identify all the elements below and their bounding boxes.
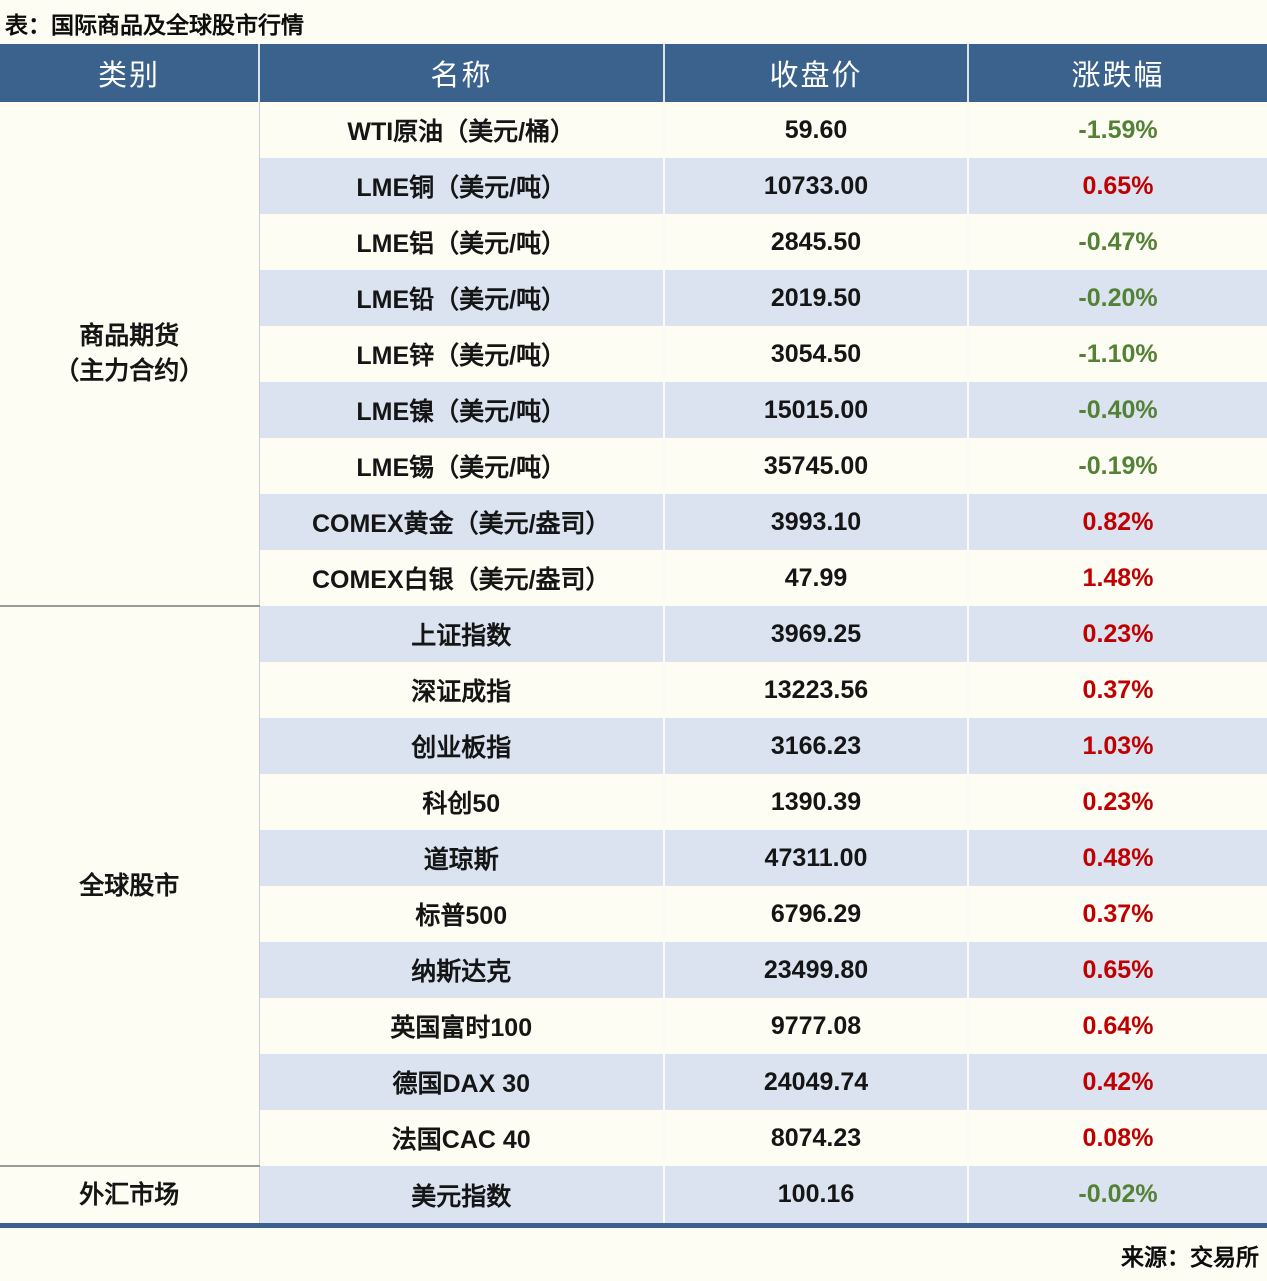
close-price: 1390.39 <box>663 774 968 830</box>
change-percent: -0.19% <box>967 438 1267 494</box>
change-percent: 0.65% <box>967 158 1267 214</box>
table-row: COMEX白银（美元/盎司） 47.99 1.48% <box>0 550 1267 606</box>
table-row: 标普500 6796.29 0.37% <box>0 886 1267 942</box>
close-price: 3054.50 <box>663 326 968 382</box>
change-percent: 0.65% <box>967 942 1267 998</box>
change-percent: -0.02% <box>967 1166 1267 1226</box>
instrument-name: COMEX黄金（美元/盎司） <box>259 494 664 550</box>
instrument-name: 德国DAX 30 <box>259 1054 664 1110</box>
instrument-name: LME铜（美元/吨） <box>259 158 664 214</box>
table-row: LME铅（美元/吨） 2019.50 -0.20% <box>0 270 1267 326</box>
table-row: 全球股市 上证指数 3969.25 0.23% <box>0 605 1267 1166</box>
instrument-name: 创业板指 <box>259 718 664 774</box>
table-row: 科创50 1390.39 0.23% <box>0 774 1267 830</box>
instrument-name: 英国富时100 <box>259 998 664 1054</box>
table-row: 商品期货 （主力合约） WTI原油（美元/桶） 59.60 -1.59% <box>0 102 1267 606</box>
change-percent: 1.48% <box>967 550 1267 606</box>
change-percent: 0.42% <box>967 1054 1267 1110</box>
close-price: 100.16 <box>663 1166 968 1226</box>
table-title: 表：国际商品及全球股市行情 <box>5 12 304 38</box>
table-row: LME镍（美元/吨） 15015.00 -0.40% <box>0 382 1267 438</box>
change-percent: 0.23% <box>967 606 1267 662</box>
table-row: 纳斯达克 23499.80 0.65% <box>0 942 1267 998</box>
change-percent: 0.37% <box>967 662 1267 718</box>
close-price: 6796.29 <box>663 886 968 942</box>
instrument-name: LME铅（美元/吨） <box>259 270 664 326</box>
table-row: 外汇市场 美元指数 100.16 -0.02% <box>0 1165 1267 1226</box>
instrument-name: LME锌（美元/吨） <box>259 326 664 382</box>
close-price: 8074.23 <box>663 1110 968 1166</box>
close-price: 24049.74 <box>663 1054 968 1110</box>
change-percent: 0.23% <box>967 774 1267 830</box>
change-percent: -1.10% <box>967 326 1267 382</box>
data-source: 来源：交易所 <box>1121 1243 1259 1270</box>
close-price: 47311.00 <box>663 830 968 886</box>
close-price: 23499.80 <box>663 942 968 998</box>
change-percent: 0.08% <box>967 1110 1267 1166</box>
column-header-change: 涨跌幅 <box>967 44 1267 102</box>
instrument-name: 法国CAC 40 <box>259 1110 664 1166</box>
category-cell-forex: 外汇市场 <box>0 1165 260 1226</box>
instrument-name: 道琼斯 <box>259 830 664 886</box>
instrument-name: 上证指数 <box>259 606 664 662</box>
close-price: 13223.56 <box>663 662 968 718</box>
close-price: 59.60 <box>663 102 968 158</box>
change-percent: -0.40% <box>967 382 1267 438</box>
instrument-name: 标普500 <box>259 886 664 942</box>
table-row: COMEX黄金（美元/盎司） 3993.10 0.82% <box>0 494 1267 550</box>
close-price: 2845.50 <box>663 214 968 270</box>
close-price: 3993.10 <box>663 494 968 550</box>
close-price: 10733.00 <box>663 158 968 214</box>
column-header-close: 收盘价 <box>663 44 968 102</box>
instrument-name: WTI原油（美元/桶） <box>259 102 664 158</box>
market-table: 类别 名称 收盘价 涨跌幅 商品期货 （主力合约） WTI原油（美元/桶） 59… <box>0 44 1267 1228</box>
close-price: 2019.50 <box>663 270 968 326</box>
instrument-name: 美元指数 <box>259 1166 664 1226</box>
column-header-name: 名称 <box>258 44 664 102</box>
instrument-name: LME铝（美元/吨） <box>259 214 664 270</box>
close-price: 15015.00 <box>663 382 968 438</box>
table-row: LME铜（美元/吨） 10733.00 0.65% <box>0 158 1267 214</box>
change-percent: 0.64% <box>967 998 1267 1054</box>
instrument-name: LME镍（美元/吨） <box>259 382 664 438</box>
change-percent: -0.20% <box>967 270 1267 326</box>
header-row: 类别 名称 收盘价 涨跌幅 <box>0 44 1267 102</box>
change-percent: 0.82% <box>967 494 1267 550</box>
change-percent: -0.47% <box>967 214 1267 270</box>
close-price: 9777.08 <box>663 998 968 1054</box>
table-row: LME铝（美元/吨） 2845.50 -0.47% <box>0 214 1267 270</box>
table-row: 道琼斯 47311.00 0.48% <box>0 830 1267 886</box>
table-row: 法国CAC 40 8074.23 0.08% <box>0 1110 1267 1166</box>
table-row: 深证成指 13223.56 0.37% <box>0 662 1267 718</box>
table-row: LME锡（美元/吨） 35745.00 -0.19% <box>0 438 1267 494</box>
instrument-name: 深证成指 <box>259 662 664 718</box>
close-price: 3166.23 <box>663 718 968 774</box>
table-row: LME锌（美元/吨） 3054.50 -1.10% <box>0 326 1267 382</box>
table-row: 德国DAX 30 24049.74 0.42% <box>0 1054 1267 1110</box>
column-header-category: 类别 <box>0 44 259 102</box>
table-row: 英国富时100 9777.08 0.64% <box>0 998 1267 1054</box>
close-price: 47.99 <box>663 550 968 606</box>
change-percent: 0.37% <box>967 886 1267 942</box>
category-cell-commodity-futures: 商品期货 （主力合约） <box>0 102 260 606</box>
change-percent: -1.59% <box>967 102 1267 158</box>
instrument-name: COMEX白银（美元/盎司） <box>259 550 664 606</box>
change-percent: 1.03% <box>967 718 1267 774</box>
category-cell-global-stocks: 全球股市 <box>0 605 260 1166</box>
instrument-name: 科创50 <box>259 774 664 830</box>
change-percent: 0.48% <box>967 830 1267 886</box>
instrument-name: 纳斯达克 <box>259 942 664 998</box>
close-price: 3969.25 <box>663 606 968 662</box>
instrument-name: LME锡（美元/吨） <box>259 438 664 494</box>
table-row: 创业板指 3166.23 1.03% <box>0 718 1267 774</box>
close-price: 35745.00 <box>663 438 968 494</box>
